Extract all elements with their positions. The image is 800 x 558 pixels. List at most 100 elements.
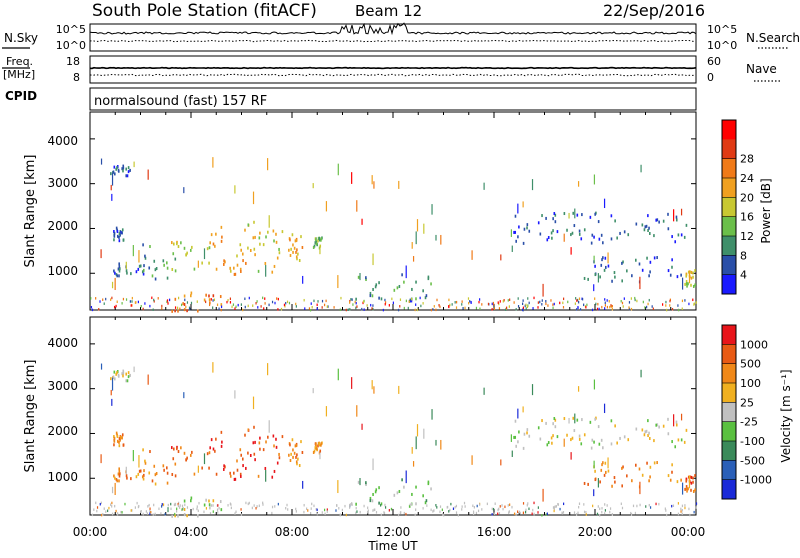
echo-cell: [685, 280, 688, 284]
ground-scatter-cell: [461, 303, 463, 306]
ground-scatter-cell: [578, 505, 580, 509]
ground-scatter-cell: [349, 301, 351, 304]
ground-scatter-cell: [599, 507, 601, 511]
ground-scatter-cell: [218, 506, 220, 510]
date-label: 22/Sep/2016: [603, 1, 705, 20]
ground-scatter-cell: [604, 512, 606, 515]
echo-cell: [627, 438, 630, 442]
sparse-echo-cell: [356, 405, 358, 417]
echo-cell: [320, 237, 323, 241]
sparse-echo-cell: [110, 184, 112, 191]
ground-scatter-cell: [129, 300, 131, 303]
echo-cell: [126, 379, 129, 383]
ground-scatter-cell: [493, 512, 496, 516]
echo-cell: [619, 436, 621, 440]
nsearch-tick-high: 10^5: [707, 23, 737, 36]
sparse-echo-cell: [681, 482, 684, 495]
ground-scatter-cell: [210, 504, 213, 507]
ground-scatter-cell: [231, 305, 233, 309]
echo-cell: [563, 417, 566, 421]
ground-scatter-cell: [170, 507, 172, 511]
ground-scatter-cell: [136, 501, 138, 505]
sparse-echo-cell: [252, 396, 255, 410]
echo-cell: [122, 164, 125, 168]
ground-scatter-cell: [274, 505, 276, 508]
ground-scatter-cell: [592, 504, 594, 508]
colorbar-tick-label: -500: [740, 454, 765, 467]
ground-scatter-cell: [138, 504, 140, 508]
echo-cell: [655, 218, 658, 222]
echo-cell: [249, 248, 252, 252]
echo-cell: [614, 219, 616, 223]
ground-scatter-cell: [628, 301, 631, 304]
echo-cell: [552, 229, 554, 233]
ground-scatter-cell: [563, 502, 565, 506]
echo-cell: [614, 480, 616, 484]
sparse-echo-cell: [577, 181, 580, 187]
ground-scatter-cell: [596, 512, 599, 516]
ground-scatter-cell: [405, 299, 407, 303]
ground-scatter-cell: [405, 512, 407, 516]
freq-strip: Freq. [MHz] 18 8 60 0 Nave: [2, 55, 780, 84]
echo-cell: [537, 221, 540, 225]
sparse-echo-cell: [423, 223, 425, 234]
ground-scatter-cell: [122, 297, 125, 301]
sparse-echo-cell: [268, 215, 270, 228]
ground-scatter-cell: [681, 299, 684, 303]
ground-scatter-cell: [90, 297, 92, 300]
ground-scatter-cell: [162, 503, 164, 507]
sparse-echo-cell: [593, 489, 595, 497]
echo-cell: [631, 274, 633, 278]
sparse-echo-cell: [522, 406, 524, 413]
echo-cell: [635, 463, 637, 467]
echo-cell: [176, 447, 178, 451]
echo-cell: [644, 430, 647, 434]
echo-cell: [190, 294, 192, 298]
ground-scatter-cell: [601, 305, 603, 309]
sparse-echo-cell: [398, 385, 400, 394]
echo-cell: [236, 254, 238, 258]
sparse-echo-cell: [312, 388, 314, 394]
ground-scatter-cell: [537, 306, 539, 309]
ground-scatter-cell: [409, 503, 411, 507]
ground-scatter-cell: [366, 304, 368, 307]
sparse-echo-cell: [212, 157, 214, 168]
echo-cell: [671, 258, 673, 262]
ground-scatter-cell: [125, 298, 128, 301]
ground-scatter-cell: [375, 511, 378, 514]
ground-scatter-cell: [455, 306, 458, 309]
ground-scatter-cell: [160, 505, 163, 508]
echo-cell: [118, 479, 120, 483]
echo-cell: [374, 285, 377, 289]
sparse-echo-cell: [568, 417, 570, 424]
ground-scatter-cell: [349, 299, 351, 303]
echo-cell: [203, 503, 206, 507]
ground-scatter-cell: [681, 509, 683, 512]
ground-scatter-cell: [599, 514, 601, 517]
ground-scatter-cell: [399, 305, 401, 308]
echo-cell: [662, 219, 665, 223]
echo-cell: [234, 477, 237, 481]
ground-scatter-cell: [140, 510, 142, 514]
echo-cell: [137, 267, 140, 271]
echo-cell: [180, 241, 182, 245]
ground-scatter-cell: [509, 298, 511, 301]
ground-scatter-cell: [609, 510, 611, 514]
sparse-echo-cell: [511, 245, 513, 252]
ground-scatter-cell: [446, 506, 448, 509]
echo-cell: [317, 237, 320, 241]
ground-scatter-cell: [180, 303, 183, 307]
ground-scatter-cell: [644, 306, 646, 309]
echo-cell: [197, 309, 199, 313]
echo-cell: [644, 225, 647, 229]
echo-cell: [240, 474, 242, 478]
ground-scatter-cell: [235, 510, 237, 514]
ground-scatter-cell: [149, 304, 151, 308]
echo-cell: [656, 218, 659, 222]
echo-cell: [317, 239, 319, 243]
echo-cell: [172, 457, 175, 461]
echo-cell: [141, 475, 144, 479]
ground-scatter-cell: [197, 509, 199, 513]
echo-cell: [144, 254, 146, 258]
ground-scatter-cell: [595, 302, 597, 306]
